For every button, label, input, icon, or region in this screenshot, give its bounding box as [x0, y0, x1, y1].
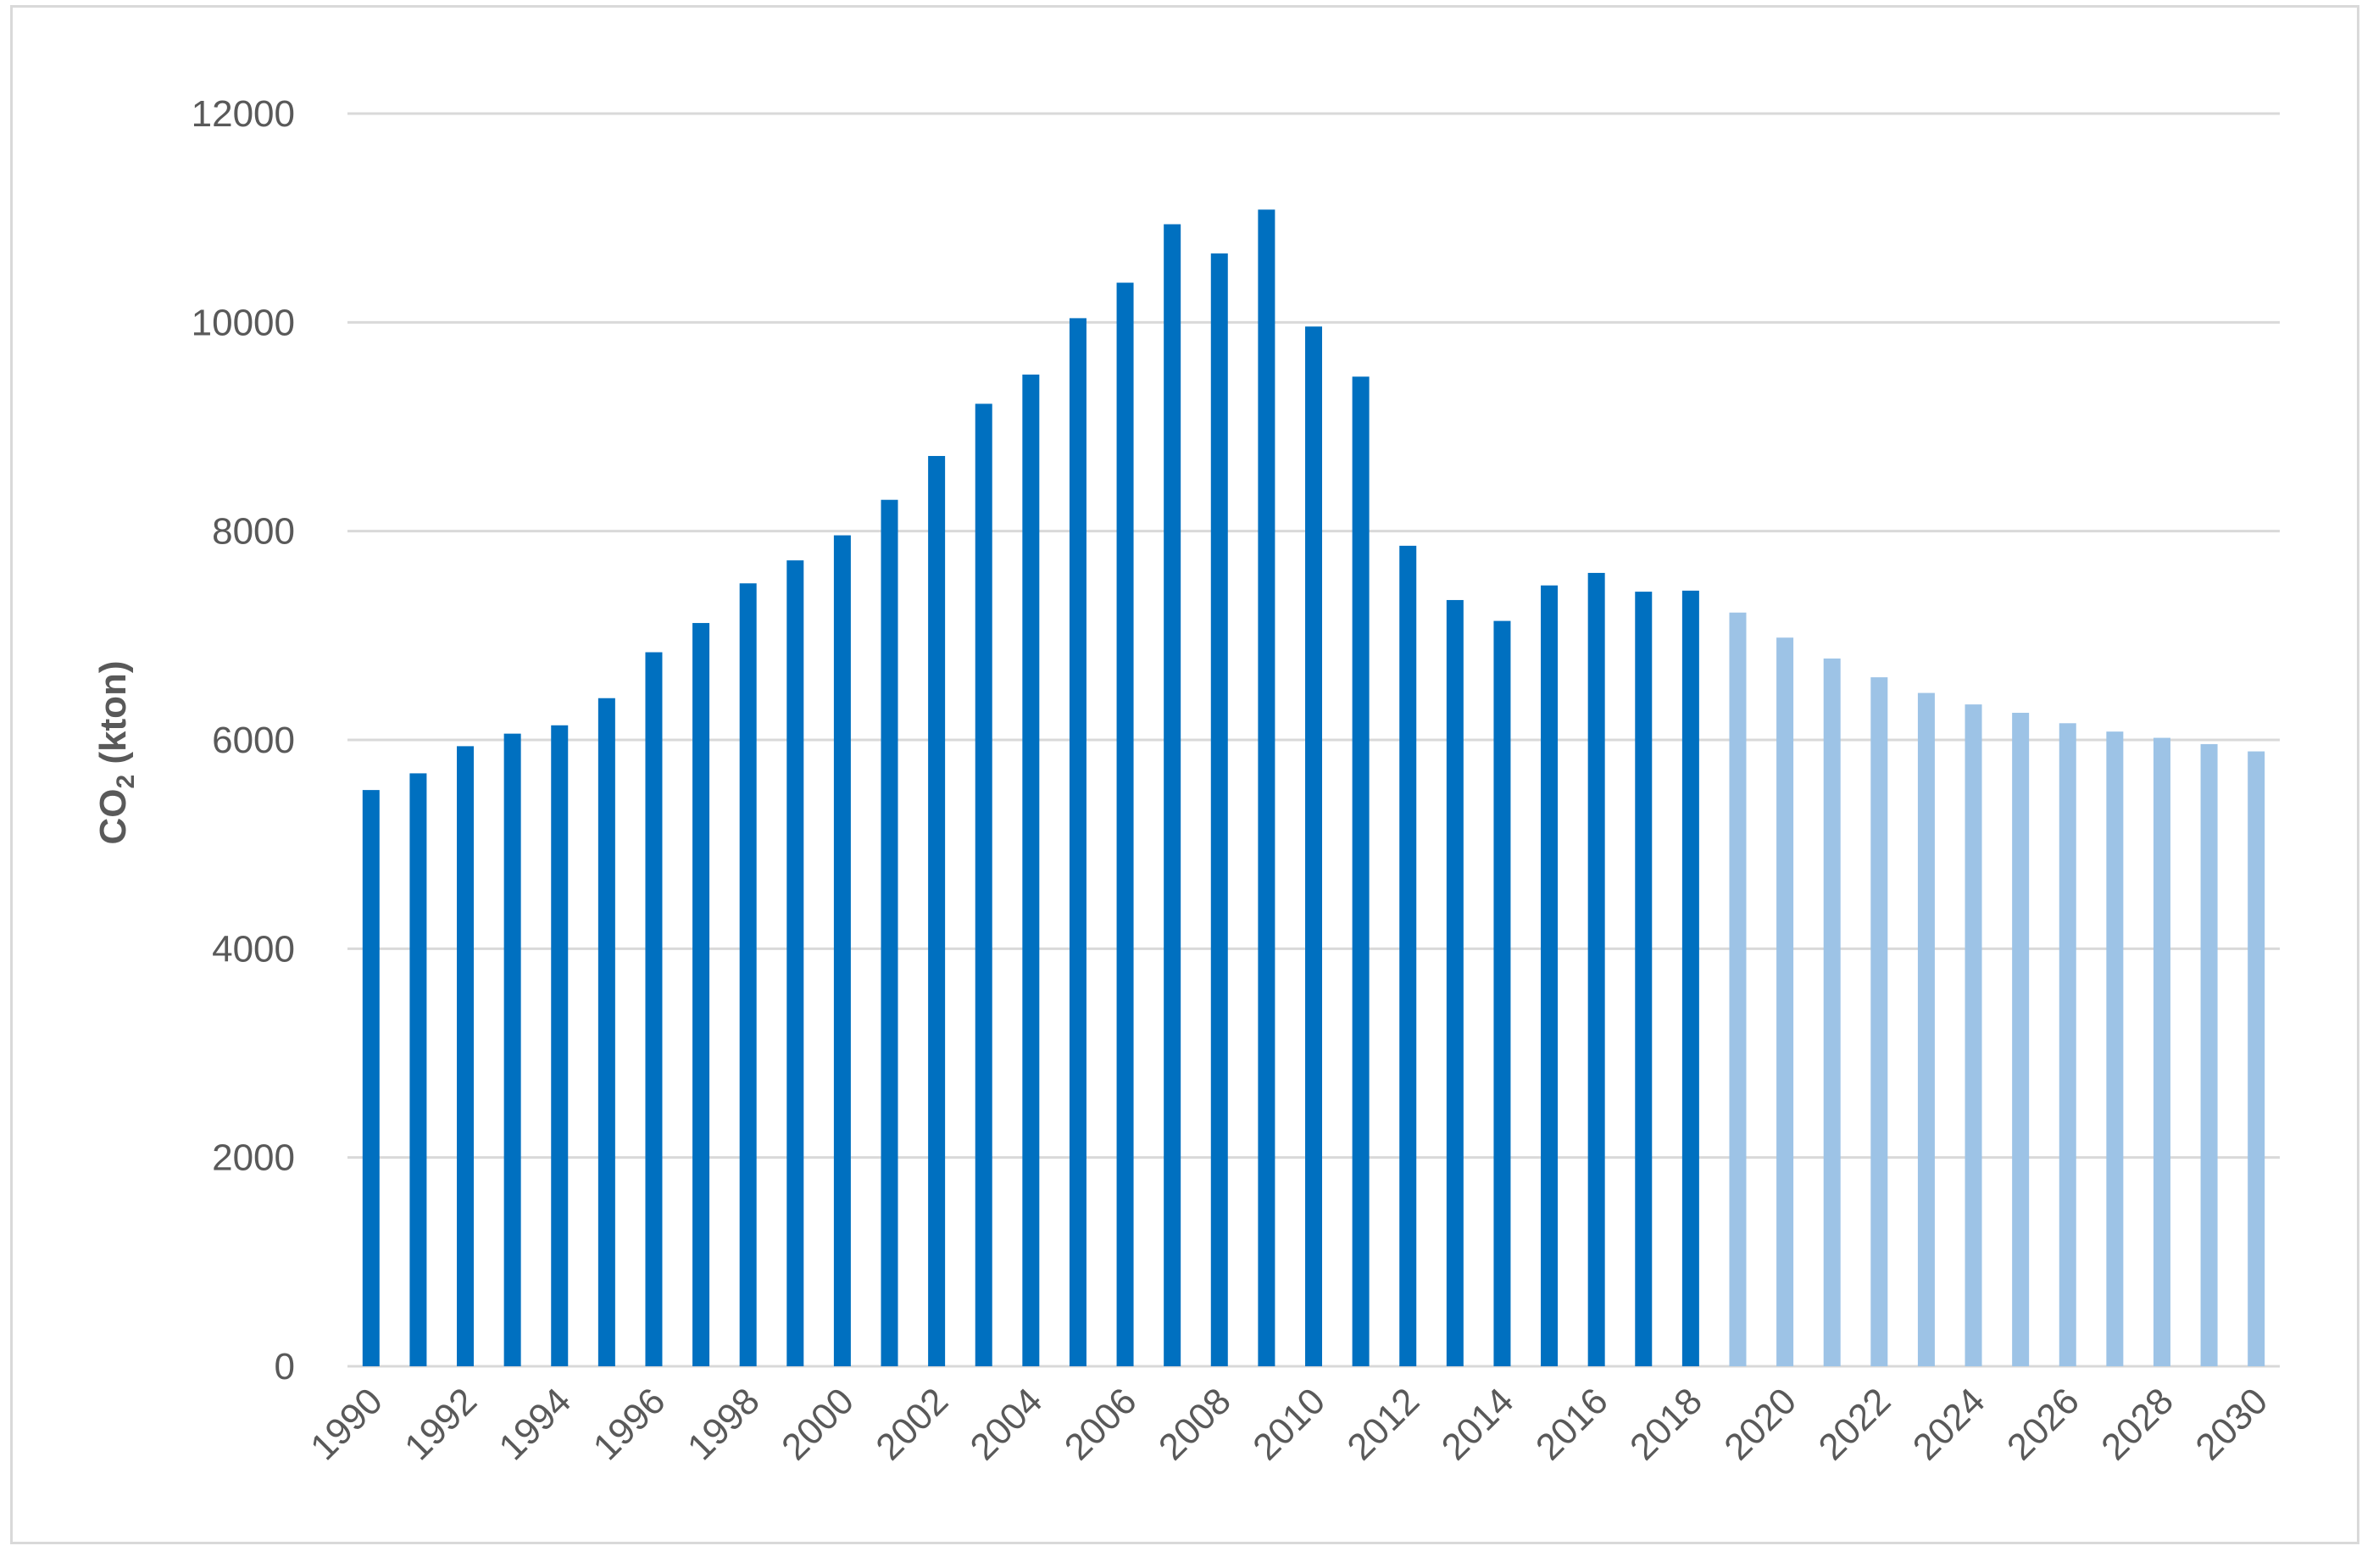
bar-2006 — [1116, 282, 1134, 1366]
y-axis-title-unit: (kton) — [92, 660, 134, 774]
x-tick-label: 2030 — [2187, 1380, 2276, 1468]
x-tick-label: 2024 — [1905, 1380, 1993, 1468]
x-tick-label: 1996 — [586, 1380, 674, 1468]
y-tick-label: 12000 — [192, 93, 295, 135]
bar-2023 — [1917, 692, 1935, 1366]
bar-2004 — [1022, 374, 1040, 1367]
x-tick-label: 1990 — [303, 1380, 391, 1468]
bar-2015 — [1541, 585, 1559, 1366]
x-tick-label: 2018 — [1622, 1380, 1710, 1468]
bar-2018 — [1681, 590, 1699, 1366]
y-axis-ticks: 0 2000 4000 6000 8000 10000 12000 — [192, 93, 295, 1387]
x-tick-label: 2010 — [1245, 1380, 1333, 1468]
y-tick-label: 4000 — [212, 928, 295, 970]
bar-2014 — [1493, 620, 1511, 1366]
bar-2005 — [1069, 318, 1086, 1366]
y-axis-title-subscript: 2 — [112, 775, 140, 789]
bar-1994 — [551, 725, 569, 1366]
x-tick-label: 2002 — [868, 1380, 956, 1468]
bar-1992 — [457, 746, 475, 1366]
bar-2028 — [2153, 737, 2170, 1366]
x-tick-label: 1994 — [491, 1380, 579, 1468]
bar-2009 — [1258, 209, 1275, 1366]
bars — [362, 209, 2265, 1367]
x-tick-label: 2028 — [2093, 1380, 2181, 1468]
bar-2029 — [2200, 743, 2218, 1366]
bar-2001 — [881, 499, 898, 1366]
bar-2002 — [928, 455, 946, 1366]
y-axis-title: CO2 (kton) — [92, 660, 140, 844]
x-tick-label: 1998 — [680, 1380, 768, 1468]
bar-2019 — [1729, 612, 1747, 1366]
bar-1996 — [645, 652, 663, 1366]
x-tick-label: 1992 — [397, 1380, 485, 1468]
bar-2003 — [975, 403, 992, 1366]
x-axis-ticks: 1990 1992 1994 1996 1998 2000 2002 2004 2006 2008… — [303, 1380, 2276, 1468]
x-tick-label: 2020 — [1716, 1380, 1804, 1468]
bar-1998 — [739, 583, 757, 1366]
bar-1991 — [409, 773, 427, 1366]
bar-2016 — [1587, 572, 1605, 1366]
x-tick-label: 2004 — [963, 1380, 1051, 1468]
bar-1997 — [692, 623, 710, 1366]
bar-2010 — [1305, 326, 1322, 1366]
bar-2026 — [2059, 723, 2076, 1366]
x-tick-label: 2016 — [1528, 1380, 1616, 1468]
x-tick-label: 2012 — [1339, 1380, 1427, 1468]
bar-1990 — [362, 790, 380, 1366]
bar-2020 — [1776, 637, 1794, 1366]
bar-2011 — [1352, 376, 1370, 1366]
x-tick-label: 2022 — [1811, 1380, 1899, 1468]
bar-2024 — [1965, 704, 1982, 1366]
bar-2025 — [2012, 712, 2030, 1366]
bar-2000 — [833, 535, 851, 1366]
y-tick-label: 2000 — [212, 1137, 295, 1179]
y-tick-label: 6000 — [212, 720, 295, 761]
bar-2021 — [1823, 658, 1841, 1366]
y-tick-label: 0 — [275, 1346, 295, 1387]
bar-1995 — [597, 698, 615, 1366]
x-tick-label: 2014 — [1434, 1380, 1522, 1468]
bar-1993 — [503, 733, 521, 1366]
bar-2012 — [1399, 545, 1417, 1366]
bar-2007 — [1164, 224, 1181, 1367]
bar-2030 — [2248, 751, 2265, 1366]
x-tick-label: 2000 — [774, 1380, 862, 1468]
bar-2013 — [1446, 599, 1464, 1366]
bar-2017 — [1635, 592, 1653, 1366]
x-tick-label: 2026 — [1999, 1380, 2087, 1468]
x-tick-label: 2006 — [1057, 1380, 1145, 1468]
y-tick-label: 8000 — [212, 511, 295, 553]
bar-1999 — [786, 560, 804, 1366]
y-axis-title-main: CO — [92, 789, 134, 845]
bar-2022 — [1870, 677, 1888, 1366]
bar-2008 — [1210, 253, 1228, 1366]
y-tick-label: 10000 — [192, 302, 295, 343]
bar-2027 — [2106, 731, 2124, 1366]
x-tick-label: 2008 — [1151, 1380, 1239, 1468]
